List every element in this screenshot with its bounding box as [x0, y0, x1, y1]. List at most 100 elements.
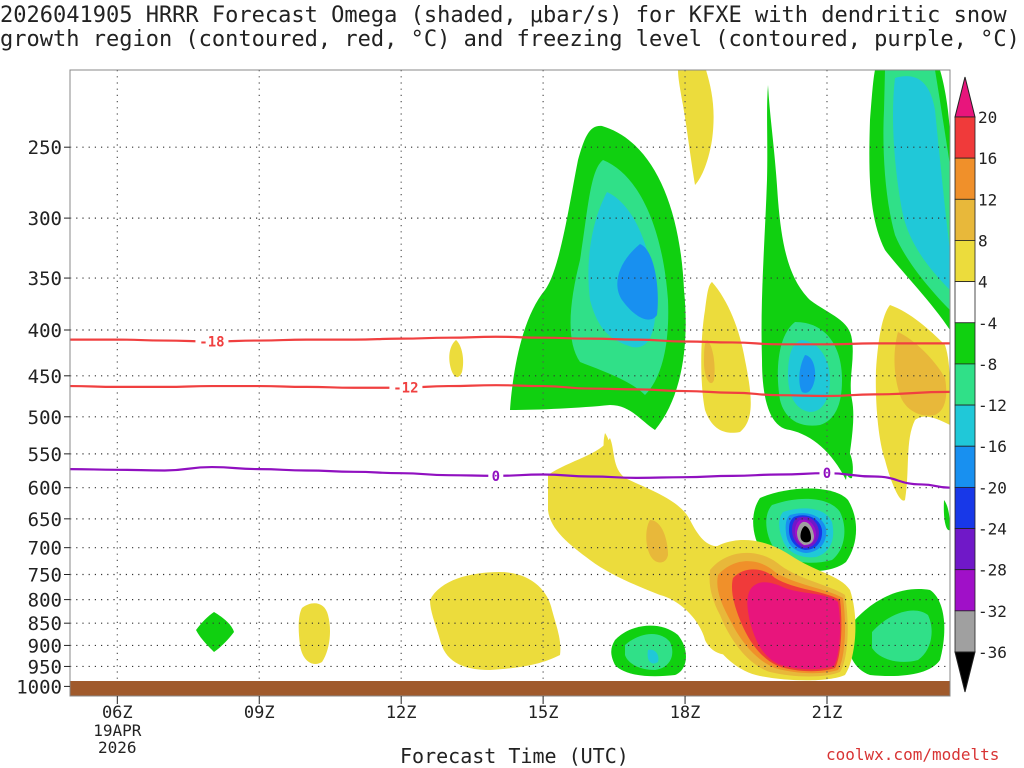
ascent-right-lower-edge	[943, 500, 950, 531]
descent-upper-fill-yellow	[678, 70, 714, 185]
ascent-lower-mid-cyan	[647, 649, 659, 664]
y-tick-label-900: 900	[28, 635, 62, 657]
descent-core-fill-magenta	[747, 582, 841, 670]
x-tick-label-06Z: 06Z	[102, 703, 133, 723]
colorbar-label--28: -28	[978, 561, 1007, 580]
ascent-right-lower-light	[872, 610, 932, 662]
colorbar-bin-13	[954, 610, 976, 653]
contour-label-0-0: -18	[199, 334, 224, 350]
y-tick-label-650: 650	[28, 509, 62, 531]
y-tick-label-300: 300	[28, 208, 62, 230]
colorbar-bin-5	[954, 281, 976, 324]
colorbar-bin-11	[954, 528, 976, 571]
y-tick-label-600: 600	[28, 478, 62, 500]
colorbar-label-8: 8	[978, 231, 988, 250]
chart-title-line-1: 2026041905 HRRR Forecast Omega (shaded, …	[0, 3, 1007, 28]
y-tick-label-450: 450	[28, 366, 62, 388]
colorbar-label--36: -36	[978, 643, 1007, 662]
y-axis: 2503003504004505005506006507007508008509…	[16, 137, 70, 698]
colorbar-bin-12	[954, 569, 976, 612]
chart-title-line-2: growth region (contoured, red, °C) and f…	[0, 27, 1020, 52]
colorbar-label--20: -20	[978, 478, 1007, 497]
y-tick-label-400: 400	[28, 320, 62, 342]
contour-label-2-0: 0	[492, 469, 500, 485]
colorbar-bin-6	[954, 322, 976, 365]
ascent-low-fill-black	[800, 526, 811, 543]
ascent-mid-fill-blue	[799, 355, 816, 393]
colorbar-label--4: -4	[978, 314, 997, 333]
y-tick-label-700: 700	[28, 538, 62, 560]
x-tick-sublabel-2026: 2026	[98, 738, 137, 757]
colorbar-label--12: -12	[978, 396, 1007, 415]
colorbar-bottom-arrow	[954, 651, 976, 693]
y-tick-label-350: 350	[28, 268, 62, 290]
ascent-column-right	[869, 70, 950, 330]
chart-title: 2026041905 HRRR Forecast Omega (shaded, …	[0, 3, 1020, 52]
y-tick-label-1000: 1000	[16, 676, 62, 698]
colorbar-label-4: 4	[978, 273, 988, 292]
descent-tail-upper	[603, 433, 611, 462]
ascent-mid-stem-green	[841, 440, 853, 479]
x-tick-label-15Z: 15Z	[528, 703, 559, 723]
contour-label-2-1: 0	[823, 466, 831, 482]
contour-label-bg-2-1	[819, 465, 835, 481]
plot-frame	[69, 69, 951, 697]
colorbar-bin-2	[954, 157, 976, 200]
descent-mid-fill-yellow	[701, 282, 751, 433]
x-axis-label: Forecast Time (UTC)	[400, 744, 629, 768]
colorbar-bin-3	[954, 198, 976, 241]
y-tick-label-800: 800	[28, 590, 62, 612]
colorbar-bin-4	[954, 240, 976, 283]
y-tick-label-750: 750	[28, 565, 62, 587]
colorbar-bin-7	[954, 363, 976, 406]
colorbar-label--32: -32	[978, 602, 1007, 621]
colorbar-bin-1	[954, 116, 976, 159]
colorbar-label-16: 16	[978, 149, 997, 168]
y-tick-label-950: 950	[28, 656, 62, 678]
omega-colorbar: 20 16 12 8 4 -4 -8 -12 -16 -20 -24 -28 -32 -36	[954, 76, 1007, 693]
x-tick-label-09Z: 09Z	[244, 703, 275, 723]
y-tick-label-850: 850	[28, 613, 62, 635]
contour-line-1	[70, 384, 950, 398]
contour-label-bg-2-0	[488, 467, 504, 483]
gridlines	[70, 70, 950, 696]
ascent-right-lower	[847, 500, 950, 677]
descent-small-upper-left	[449, 340, 464, 378]
contour-labels: -18 -12 0 0	[195, 333, 835, 485]
surface-ground-band	[70, 681, 950, 696]
x-tick-label-18Z: 18Z	[670, 703, 701, 723]
ascent-lower-left-green	[196, 612, 234, 652]
ascent-mid	[761, 85, 854, 480]
x-tick-label-12Z: 12Z	[386, 703, 417, 723]
y-tick-label-250: 250	[28, 137, 62, 159]
colorbar-label-12: 12	[978, 190, 997, 209]
descent-right-fill-gold	[894, 332, 947, 416]
contour-label-bg-1-0	[389, 379, 423, 395]
colorbar-bin-9	[954, 445, 976, 488]
colorbar-label--16: -16	[978, 437, 1007, 456]
descent-small-upper	[678, 70, 950, 501]
y-tick-label-550: 550	[28, 444, 62, 466]
descent-small-left	[298, 603, 330, 665]
contour-label-bg-0-0	[195, 333, 229, 349]
colorbar-label--8: -8	[978, 355, 997, 374]
descent-mid-fill-gold	[704, 340, 715, 384]
descent-lower-fill-gold	[646, 520, 668, 563]
colorbar-bin-8	[954, 404, 976, 447]
x-tick-label-21Z: 21Z	[812, 703, 843, 723]
colorbar-bin-10	[954, 486, 976, 529]
x-tick-sublabel-19apr: 19APR	[93, 721, 142, 740]
colorbar-label--24: -24	[978, 520, 1007, 539]
colorbar-label-20: 20	[978, 108, 997, 127]
ascent-right-fill-cyan	[892, 76, 950, 290]
ascent-small-lower	[196, 612, 686, 677]
descent-lower-left-yellow	[430, 572, 561, 670]
site-credit: coolwx.com/modelts	[826, 745, 1000, 764]
omega-shading	[196, 70, 950, 681]
colorbar-top-arrow	[954, 76, 976, 118]
y-tick-label-500: 500	[28, 407, 62, 429]
contour-label-1-0: -12	[393, 381, 418, 397]
ascent-upper-fill-blue	[617, 244, 658, 320]
